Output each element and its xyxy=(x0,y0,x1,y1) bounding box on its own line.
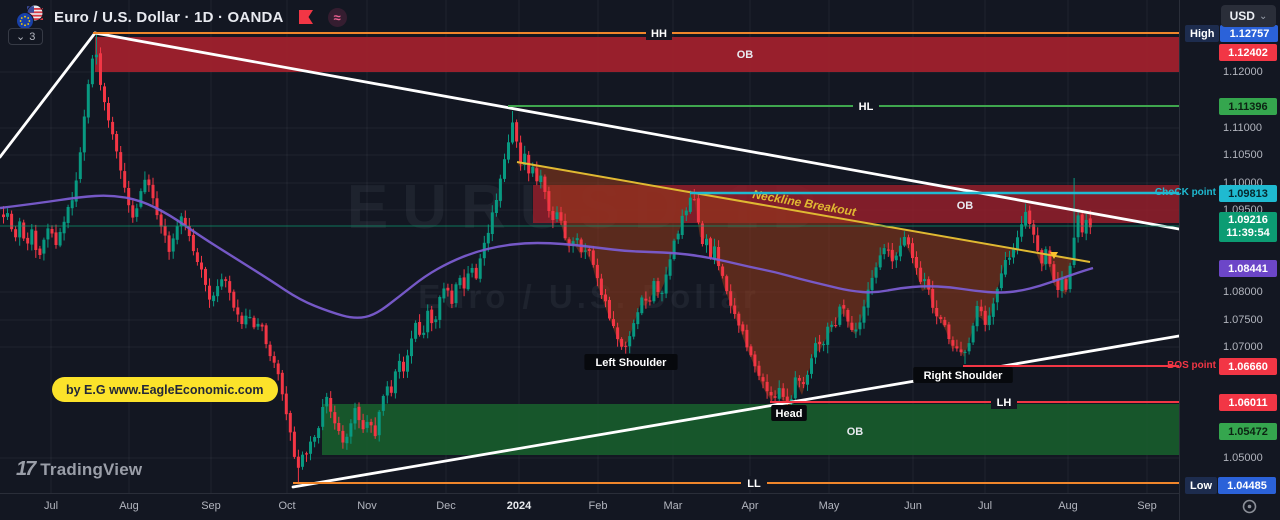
drawing-anchor-marker[interactable] xyxy=(1050,252,1058,259)
symbol-title[interactable]: Euro / U.S. Dollar · 1D · OANDA xyxy=(54,8,284,26)
time-axis[interactable]: Jul Aug Sep Oct Nov Dec 2024 Feb Mar Apr May Jun Jul… xyxy=(0,493,1179,520)
svg-text:Euro / U.S. Dollar: Euro / U.S. Dollar xyxy=(418,278,760,315)
bar-countdown: 11:39:54 xyxy=(1226,227,1270,239)
time-axis-label: 2024 xyxy=(506,500,532,512)
svg-text:Right Shoulder: Right Shoulder xyxy=(924,370,1004,382)
price-level-badge: 1.06660 xyxy=(1219,358,1277,375)
time-axis-label: Jul xyxy=(977,500,993,512)
pattern-label: Head xyxy=(771,405,807,421)
high-price-badge: High 1.12757 xyxy=(1185,25,1279,42)
HH-line-label: HH xyxy=(651,28,667,40)
mid-orderblock-label: OB xyxy=(957,200,974,212)
lower-orderblock-label: OB xyxy=(847,426,864,438)
price-tick: 1.07000 xyxy=(1223,341,1263,353)
time-axis-label: Jul xyxy=(43,500,59,512)
currency-label: USD xyxy=(1229,9,1255,23)
price-level-badge: 1.11396 xyxy=(1219,98,1277,115)
LH-line-label: LH xyxy=(997,397,1012,409)
time-axis-label: Oct xyxy=(278,500,296,512)
chevron-down-icon: ⌄ xyxy=(16,31,26,43)
price-value: 1.12402 xyxy=(1228,46,1268,59)
price-value: 1.08441 xyxy=(1228,262,1268,275)
tradingview-wordmark: TradingView xyxy=(40,459,143,479)
range-label: Low xyxy=(1185,477,1217,494)
time-axis-label: Mar xyxy=(663,500,683,512)
price-level-badge: 1.05472 xyxy=(1219,423,1277,440)
wave-glyph: ≈ xyxy=(327,7,347,27)
LL-line-label: LL xyxy=(747,478,761,490)
moving-average-line[interactable] xyxy=(0,194,1094,319)
object-tree-collapse-button[interactable]: ⌄ 3 xyxy=(8,28,44,45)
range-value: 1.04485 xyxy=(1218,477,1276,494)
chevron-down-icon: ⌄ xyxy=(1258,10,1268,22)
symbol-header: Euro / U.S. Dollar · 1D · OANDA ≈ xyxy=(14,4,347,30)
time-axis-label: Nov xyxy=(357,500,377,512)
time-axis-label: Sep xyxy=(1137,500,1157,512)
price-value: 1.06011 xyxy=(1228,396,1268,409)
price-level-badge: 1.12402 xyxy=(1219,44,1277,61)
tradingview-mark-icon: 17 xyxy=(16,458,36,480)
price-value: 1.06660 xyxy=(1228,360,1268,373)
trendline-left-rising[interactable] xyxy=(0,31,97,159)
trendline-lower-rising[interactable] xyxy=(291,334,1181,489)
svg-text:Head: Head xyxy=(776,408,803,420)
credit-text: by E.G www.EagleEconomic.com xyxy=(66,382,264,397)
author-credit-badge: by E.G www.EagleEconomic.com xyxy=(52,377,278,402)
price-tick: 1.10500 xyxy=(1223,149,1263,161)
time-axis-label: Dec xyxy=(436,500,456,512)
price-value: 1.09813 xyxy=(1228,187,1268,200)
price-axis[interactable]: 1.12000 1.11000 1.10500 1.10000 1.09500 1.080… xyxy=(1179,0,1280,520)
price-value: 1.11396 xyxy=(1228,100,1268,113)
tradingview-logo[interactable]: 17 TradingView xyxy=(16,458,142,481)
price-tick: 1.07500 xyxy=(1223,314,1263,326)
range-label: High xyxy=(1185,25,1220,42)
low-price-badge: Low 1.04485 xyxy=(1185,477,1276,494)
ideas-stream-icon[interactable]: ≈ xyxy=(327,7,347,27)
upper-orderblock-label: OB xyxy=(737,49,754,61)
time-axis-label: May xyxy=(818,500,840,512)
bos-point-label: BOS point xyxy=(1167,360,1216,371)
pattern-label: Left Shoulder xyxy=(584,354,678,370)
currency-selector-button[interactable]: USD ⌄ xyxy=(1221,5,1276,27)
pattern-label: Right Shoulder xyxy=(913,367,1013,383)
trendline-upper-falling[interactable] xyxy=(93,31,1181,231)
price-level-badge: 1.08441 xyxy=(1219,260,1277,277)
range-value: 1.12757 xyxy=(1220,25,1279,42)
chart-settings-gear-icon[interactable] xyxy=(1241,498,1258,520)
time-axis-label: Apr xyxy=(741,500,759,512)
flag-symbol-icon[interactable] xyxy=(298,9,314,25)
svg-text:Left Shoulder: Left Shoulder xyxy=(596,357,668,369)
price-level-badge: 1.06011 xyxy=(1219,394,1277,411)
price-tick: 1.05000 xyxy=(1223,452,1263,464)
time-axis-label: Jun xyxy=(904,500,922,512)
drawing-count: 3 xyxy=(29,30,36,43)
candles xyxy=(2,33,1092,483)
neckline[interactable] xyxy=(516,161,1091,263)
upper-orderblock xyxy=(95,37,1179,72)
price-value: 1.05472 xyxy=(1228,425,1268,438)
time-axis-label: Aug xyxy=(1058,500,1078,512)
time-axis-label: Feb xyxy=(588,500,608,512)
lower-orderblock xyxy=(322,404,1179,455)
time-axis-label: Sep xyxy=(201,500,221,512)
time-axis-label: Aug xyxy=(119,500,139,512)
price-tick: 1.08000 xyxy=(1223,286,1263,298)
price-tick: 1.11000 xyxy=(1223,122,1262,134)
last-price-badge: 1.09216 11:39:54 xyxy=(1219,212,1277,242)
eurusd-flags-icon xyxy=(14,4,46,30)
HL-line-label: HL xyxy=(859,101,874,113)
head-shoulders-fill xyxy=(517,162,1090,409)
chock-point-label: ChoCK point xyxy=(1154,187,1216,198)
price-value: 1.09216 xyxy=(1228,214,1268,226)
price-tick: 1.12000 xyxy=(1223,66,1263,78)
price-level-badge: 1.09813 xyxy=(1219,185,1277,202)
